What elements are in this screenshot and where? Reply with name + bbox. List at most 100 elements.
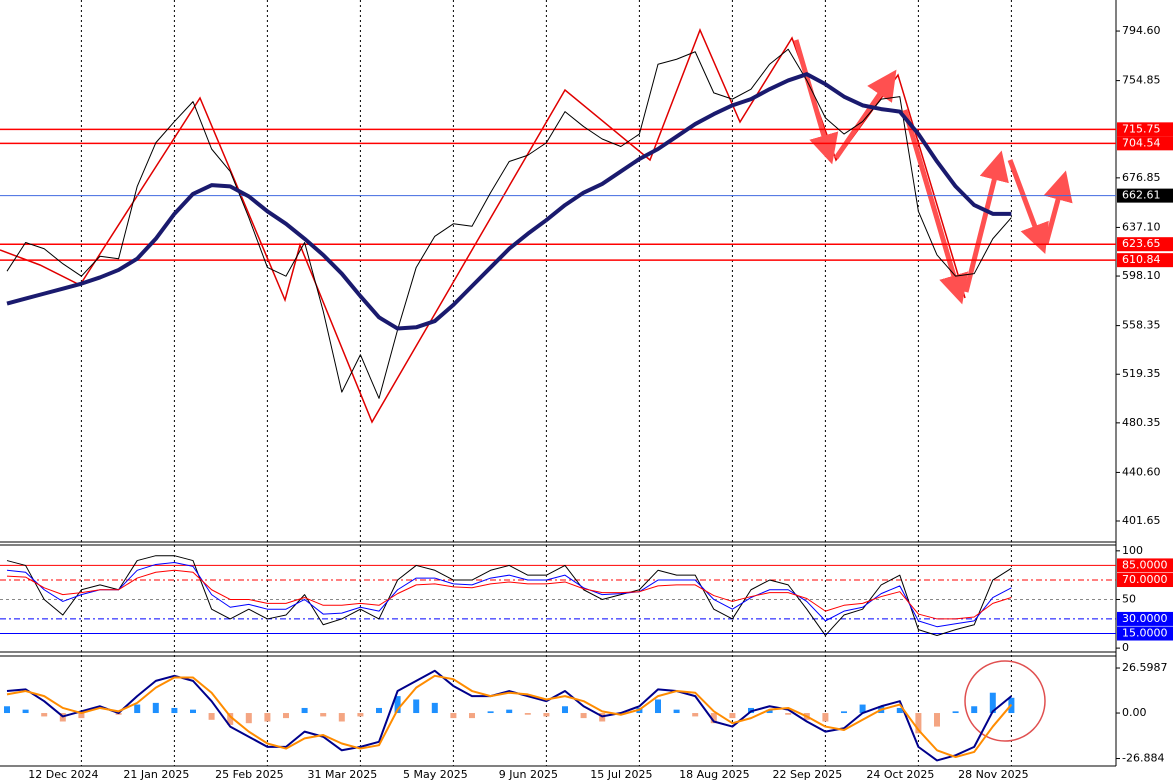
histogram-bar <box>989 692 996 714</box>
arrow <box>1007 159 1049 255</box>
highlight-circle <box>964 660 1046 742</box>
level-label-box <box>1117 626 1173 641</box>
histogram-bar <box>208 713 215 720</box>
histogram-bar <box>841 711 847 714</box>
level-label: 85.0000 <box>1122 558 1168 571</box>
series-line <box>6 569 1012 620</box>
y-tick-label: 26.5987 <box>1122 661 1168 674</box>
y-tick-label: 676.85 <box>1122 171 1161 184</box>
series-line <box>6 555 1012 636</box>
y-tick-label: 754.85 <box>1122 74 1161 87</box>
y-tick-label: 637.10 <box>1122 220 1161 233</box>
x-tick-label: 25 Feb 2025 <box>215 768 283 781</box>
histogram-bar <box>431 702 438 714</box>
y-tick-label: 100 <box>1122 544 1143 557</box>
level-label: 715.75 <box>1122 122 1161 135</box>
y-tick-label: 598.10 <box>1122 269 1161 282</box>
level-label: 610.84 <box>1122 253 1161 266</box>
y-tick-label: 519.35 <box>1122 367 1161 380</box>
histogram-bar <box>580 713 587 719</box>
histogram-bar <box>506 709 513 714</box>
level-label: 15.0000 <box>1122 627 1168 640</box>
y-tick-label: 401.65 <box>1122 514 1161 527</box>
histogram-bar <box>766 709 773 714</box>
histogram-bar <box>543 713 550 717</box>
histogram-bar <box>524 713 531 715</box>
arrow <box>1043 170 1073 245</box>
level-label-box <box>1117 188 1173 203</box>
histogram-bar <box>245 713 252 724</box>
level-label-box <box>1117 558 1173 573</box>
histogram-bar <box>190 709 196 714</box>
histogram-bar <box>78 713 85 719</box>
histogram-bar <box>822 713 829 722</box>
x-tick-label: 9 Jun 2025 <box>499 768 558 781</box>
level-label-box <box>1117 237 1173 252</box>
level-label: 623.65 <box>1122 237 1161 250</box>
histogram-bar <box>692 713 699 717</box>
histogram-bar <box>301 707 308 714</box>
y-tick-label: -26.884 <box>1122 752 1164 765</box>
histogram-bar <box>469 713 475 719</box>
series-line <box>6 48 1012 399</box>
x-tick-label: 22 Sep 2025 <box>773 768 843 781</box>
histogram-bar <box>673 709 680 714</box>
x-tick-label: 28 Nov 2025 <box>958 768 1028 781</box>
histogram-bar <box>152 702 159 714</box>
level-label: 704.54 <box>1122 136 1161 149</box>
histogram-bar <box>952 711 959 714</box>
series-line <box>6 72 1012 331</box>
level-label-box <box>1117 253 1173 268</box>
x-tick-label: 18 Aug 2025 <box>679 768 749 781</box>
x-tick-label: 5 May 2025 <box>403 768 468 781</box>
x-tick-label: 31 Mar 2025 <box>308 768 378 781</box>
level-label-box <box>1117 122 1173 137</box>
level-label: 662.61 <box>1122 189 1161 202</box>
y-tick-label: 50 <box>1122 592 1136 605</box>
histogram-bar <box>357 713 364 717</box>
x-tick-label: 21 Jan 2025 <box>123 768 189 781</box>
histogram-bar <box>41 713 48 717</box>
arrow <box>793 39 839 165</box>
series-line <box>6 674 1013 759</box>
histogram-bar <box>729 713 736 719</box>
arrow <box>833 69 897 160</box>
histogram-bar <box>320 713 327 717</box>
y-tick-label: 558.35 <box>1122 319 1161 332</box>
x-tick-label: 24 Oct 2025 <box>866 768 934 781</box>
histogram-bar <box>896 707 903 714</box>
histogram-bar <box>785 713 792 715</box>
level-label-box <box>1117 136 1173 151</box>
histogram-bar <box>971 706 978 714</box>
histogram-bar <box>227 713 234 725</box>
histogram-bar <box>171 707 178 714</box>
histogram-bar <box>394 696 401 714</box>
arrow <box>963 150 1009 293</box>
y-tick-label: 794.60 <box>1122 24 1161 37</box>
histogram-bar <box>934 713 940 727</box>
histogram-bar <box>264 713 271 722</box>
histogram-bar <box>562 706 568 714</box>
histogram-bar <box>4 706 10 714</box>
level-label: 70.0000 <box>1122 573 1168 586</box>
histogram-bar <box>376 707 382 714</box>
level-label-box <box>1117 611 1173 626</box>
y-tick-label: 0.00 <box>1122 706 1147 719</box>
x-tick-label: 12 Dec 2024 <box>28 768 98 781</box>
y-tick-label: 440.60 <box>1122 465 1161 478</box>
histogram-bar <box>283 713 289 719</box>
level-label-box <box>1117 573 1173 588</box>
y-tick-label: 0 <box>1122 641 1129 654</box>
histogram-bar <box>915 713 922 734</box>
level-label: 30.0000 <box>1122 612 1168 625</box>
series-line <box>6 669 1013 762</box>
histogram-bar <box>413 699 420 714</box>
y-tick-label: 480.35 <box>1122 416 1161 429</box>
histogram-bar <box>134 704 141 714</box>
x-tick-label: 15 Jul 2025 <box>590 768 652 781</box>
histogram-bar <box>655 699 661 714</box>
histogram-bar <box>22 709 29 714</box>
histogram-bar <box>859 704 866 714</box>
